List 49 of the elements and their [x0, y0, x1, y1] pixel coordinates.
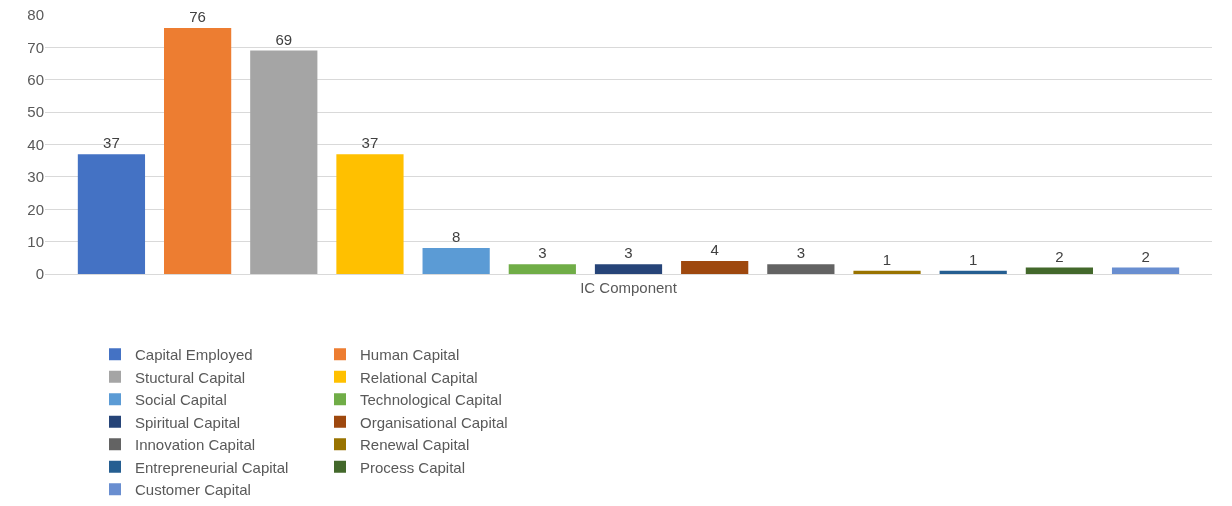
data-label: 37 [361, 134, 379, 152]
data-label: 1 [882, 250, 892, 268]
y-tick-label: 70 [27, 38, 44, 56]
bar [422, 248, 490, 274]
legend-label: Human Capital [360, 346, 460, 364]
y-tick-label: 30 [27, 168, 44, 186]
data-label: 76 [189, 7, 206, 25]
legend-label: Relational Capital [360, 368, 478, 386]
x-tick-label: IC Component [580, 279, 678, 296]
data-label: 37 [103, 134, 120, 152]
data-label: 4 [710, 241, 719, 259]
legend-label: Renewal Capital [360, 436, 470, 454]
bar [77, 154, 146, 274]
legend-label: Innovation Capital [135, 436, 256, 454]
y-tick-label: 50 [27, 103, 44, 121]
legend-label: Customer Capital [135, 481, 251, 499]
data-label: 2 [1141, 247, 1150, 265]
data-label: 2 [1055, 247, 1064, 265]
data-label: 1 [969, 250, 978, 268]
bar [1111, 267, 1180, 274]
y-tick-label: 80 [27, 6, 44, 24]
bar [508, 264, 576, 274]
legend-label: Process Capital [360, 458, 466, 476]
y-tick-label: 10 [27, 232, 44, 250]
legend-label: Technological Capital [360, 391, 502, 409]
legend-label: Organisational Capital [360, 413, 508, 431]
legend-label: Entrepreneurial Capital [135, 458, 289, 476]
legend-label: Capital Employed [135, 346, 253, 364]
legend-label: Stuctural Capital [135, 368, 246, 386]
y-tick-label: 0 [35, 265, 44, 283]
bar [164, 27, 232, 274]
data-label: 3 [624, 244, 633, 262]
data-label: 8 [451, 228, 461, 246]
legend-label: Social Capital [135, 391, 227, 409]
bar [939, 270, 1007, 274]
bar [594, 264, 663, 274]
data-label: 3 [538, 244, 547, 262]
data-label: 69 [275, 30, 293, 48]
y-tick-label: 60 [27, 71, 44, 88]
bar [767, 264, 835, 274]
bar [336, 154, 404, 274]
legend-label: Spiritual Capital [135, 413, 241, 431]
bar [681, 261, 749, 274]
bar [853, 270, 921, 274]
y-tick-label: 40 [27, 135, 44, 153]
data-label: 3 [796, 244, 806, 262]
bar [250, 50, 318, 274]
y-tick-label: 20 [27, 200, 44, 218]
bar [1025, 267, 1093, 274]
